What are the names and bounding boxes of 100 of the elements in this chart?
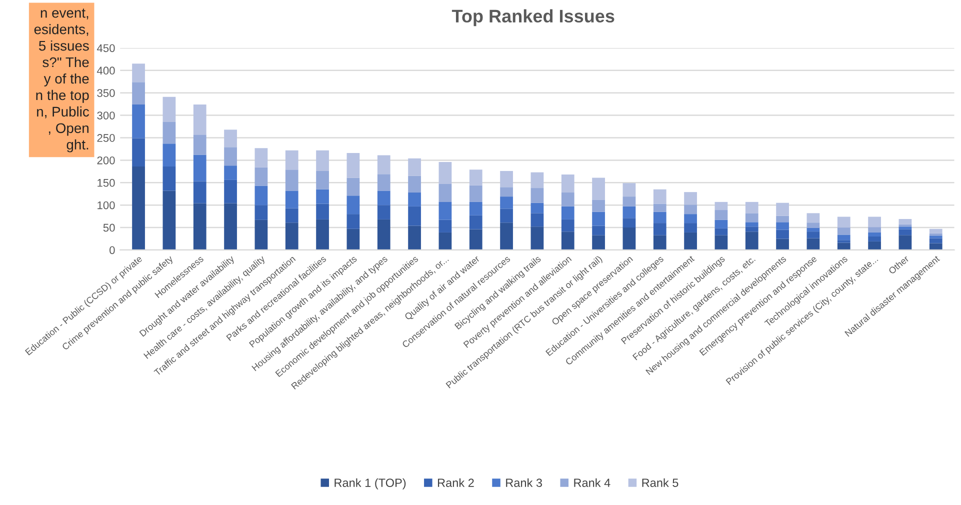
bar: [500, 196, 513, 209]
bar: [868, 232, 881, 237]
bar: [162, 190, 176, 250]
bar: [193, 203, 206, 250]
bar: [622, 196, 636, 206]
bar: [776, 238, 789, 250]
bar: [837, 216, 850, 228]
bar: [592, 200, 605, 212]
bar: [316, 170, 329, 190]
bar: [592, 212, 605, 226]
bar: [408, 226, 421, 250]
bar: [285, 222, 298, 250]
bar: [592, 178, 605, 200]
bar: [653, 204, 666, 212]
bar: [254, 186, 268, 206]
legend-label: Rank 2: [438, 478, 474, 487]
bar: [745, 226, 758, 232]
bar: [132, 64, 145, 82]
bar: [684, 214, 697, 224]
bar: [500, 187, 513, 197]
legend-label: Rank 4: [574, 478, 610, 487]
bar: [714, 228, 728, 236]
bar: [561, 219, 574, 232]
bar: [285, 170, 298, 191]
bar: [469, 170, 482, 186]
bar: [714, 220, 728, 228]
bar: [653, 235, 666, 250]
bar: [438, 220, 452, 232]
legend-label: Rank 5: [642, 478, 678, 487]
bar: [132, 104, 145, 138]
bar: [224, 203, 237, 250]
bar: [868, 216, 881, 228]
bar: [806, 222, 820, 228]
bar: [162, 166, 176, 191]
bar: [346, 178, 360, 196]
bar: [469, 215, 482, 230]
y-tick-label: 300: [97, 112, 115, 120]
bar: [408, 158, 421, 176]
bar: [346, 196, 360, 214]
bar: [530, 213, 544, 227]
bar: [714, 202, 728, 210]
bar: [346, 214, 360, 229]
bar: [653, 189, 666, 204]
bar: [898, 229, 912, 236]
bar: [346, 153, 360, 178]
bar: [837, 242, 850, 250]
bar: [684, 192, 697, 205]
bar: [316, 189, 329, 204]
bar: [254, 148, 268, 168]
bar: [500, 222, 513, 250]
bar: [254, 205, 268, 220]
bar: [224, 166, 237, 180]
bar: [929, 243, 942, 250]
bar: [898, 219, 912, 224]
bar: [561, 232, 574, 250]
bar: [530, 202, 544, 214]
bar: [224, 130, 237, 148]
bar: [684, 204, 697, 214]
bar: [469, 185, 482, 202]
bar: [868, 236, 881, 242]
legend-label: Rank 3: [506, 478, 542, 487]
bar: [622, 218, 636, 228]
legend-label: Rank 1 (TOP): [334, 478, 406, 490]
bar: [224, 180, 237, 204]
y-tick-label: 250: [97, 134, 115, 142]
bar: [776, 222, 789, 230]
bar: [745, 232, 758, 250]
bar: [898, 235, 912, 250]
y-tick-label: 450: [96, 44, 115, 52]
bar: [561, 206, 574, 220]
bar: [898, 226, 912, 230]
bar: [162, 122, 176, 144]
bar: [806, 238, 820, 250]
bar: [254, 220, 268, 250]
bar: [316, 219, 329, 250]
bar: [622, 206, 636, 218]
bar: [162, 144, 176, 166]
bar: [377, 219, 390, 250]
bar: [684, 223, 697, 232]
y-tick-label: 350: [97, 89, 115, 97]
bar: [316, 150, 329, 171]
bar: [561, 174, 574, 193]
bar: [193, 134, 206, 155]
bar: [285, 190, 298, 208]
bar: [132, 138, 145, 166]
bar: [377, 205, 390, 220]
bar: [500, 170, 513, 188]
bar: [193, 181, 206, 204]
y-tick-label: 0: [110, 246, 115, 254]
bar: [530, 172, 544, 188]
bar: [776, 202, 789, 216]
bar: [837, 240, 850, 243]
bar: [592, 226, 605, 236]
bar: [929, 238, 942, 244]
bar: [408, 192, 421, 206]
bar: [469, 202, 482, 216]
bar: [438, 184, 452, 202]
bar: [745, 202, 758, 214]
bar: [592, 235, 605, 250]
y-tick-label: 100: [98, 201, 115, 210]
